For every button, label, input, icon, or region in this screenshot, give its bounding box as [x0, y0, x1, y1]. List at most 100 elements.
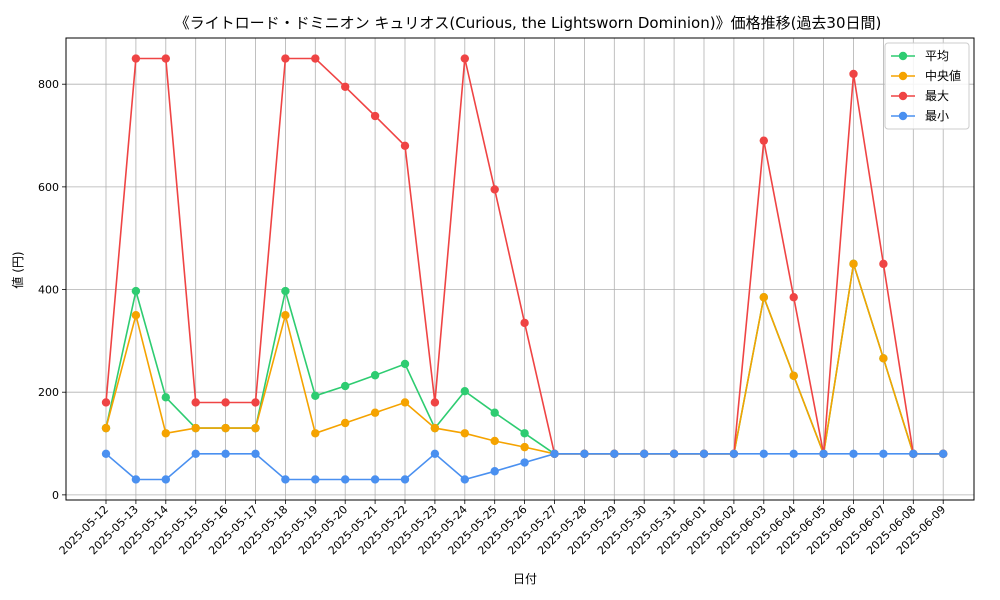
data-point — [341, 418, 350, 428]
data-point — [161, 429, 170, 438]
data-point — [400, 141, 410, 150]
legend-marker — [898, 91, 908, 101]
data-point — [341, 381, 350, 391]
data-point — [550, 449, 559, 458]
data-point — [400, 398, 410, 407]
data-point — [879, 449, 888, 458]
data-point — [281, 54, 290, 63]
data-point — [520, 442, 529, 452]
data-point — [281, 475, 290, 484]
data-point — [490, 436, 499, 446]
data-point — [131, 475, 141, 484]
y-axis: 0 200 400 600 800 — [38, 78, 66, 502]
data-point — [131, 54, 141, 63]
data-point — [699, 449, 709, 458]
data-point — [341, 475, 350, 484]
y-tick-label: 800 — [38, 78, 59, 91]
data-point — [311, 54, 320, 63]
series-group — [101, 54, 948, 484]
data-point — [221, 423, 230, 433]
data-point — [729, 449, 739, 458]
data-point — [909, 449, 918, 458]
grid-lines — [66, 38, 974, 500]
data-point — [101, 449, 111, 458]
data-point — [161, 393, 170, 402]
data-point — [789, 449, 798, 458]
data-point — [520, 458, 529, 467]
data-point — [849, 69, 858, 79]
data-point — [430, 423, 440, 433]
data-point — [131, 286, 141, 296]
data-point — [311, 475, 320, 484]
data-point — [879, 354, 888, 363]
data-point — [520, 429, 529, 438]
data-point — [669, 449, 679, 458]
y-tick-label: 400 — [38, 284, 59, 297]
data-point — [490, 185, 499, 194]
data-point — [460, 475, 469, 484]
chart-title: 《ライトロード・ドミニオン キュリオス(Curious, the Lightsw… — [175, 14, 882, 32]
data-point — [640, 449, 649, 458]
x-axis-label: 日付 — [513, 572, 537, 586]
data-point — [789, 293, 798, 302]
data-point — [370, 111, 380, 121]
data-point — [101, 398, 111, 407]
y-tick-label: 600 — [38, 181, 59, 194]
data-point — [460, 429, 469, 438]
data-point — [580, 449, 589, 458]
data-point — [430, 398, 440, 407]
data-point — [520, 318, 529, 328]
data-point — [789, 371, 798, 380]
data-point — [191, 398, 200, 407]
data-point — [370, 475, 380, 484]
legend-label: 最小 — [925, 109, 949, 123]
data-point — [460, 54, 469, 63]
data-point — [161, 54, 170, 63]
series-3 — [101, 449, 948, 484]
data-point — [341, 82, 350, 91]
data-point — [490, 408, 499, 417]
data-point — [251, 423, 260, 433]
data-point — [490, 467, 499, 476]
legend-marker — [898, 51, 908, 61]
plot-frame — [65, 37, 975, 501]
data-point — [251, 398, 260, 407]
legend-label: 中央値 — [925, 68, 961, 83]
legend-marker — [898, 111, 908, 121]
y-axis-label: 値 (円) — [10, 251, 25, 288]
legend-box — [884, 42, 970, 130]
data-point — [370, 371, 380, 380]
data-point — [191, 449, 200, 458]
data-point — [191, 423, 200, 433]
data-point — [370, 408, 380, 417]
data-point — [161, 475, 170, 484]
data-point — [460, 386, 469, 396]
data-point — [281, 311, 290, 320]
legend-label: 最大 — [925, 89, 949, 103]
data-point — [430, 449, 440, 458]
data-point — [610, 449, 619, 458]
data-point — [400, 475, 410, 484]
data-point — [759, 449, 768, 458]
y-tick-label: 200 — [38, 386, 59, 399]
data-point — [101, 423, 111, 433]
data-point — [849, 449, 858, 458]
data-point — [311, 429, 320, 438]
data-point — [759, 136, 768, 145]
y-tick-label: 0 — [52, 489, 59, 502]
legend-marker — [898, 71, 908, 81]
data-point — [221, 398, 230, 407]
data-point — [759, 293, 768, 302]
data-point — [879, 259, 888, 269]
data-point — [939, 449, 948, 458]
data-point — [819, 449, 828, 458]
data-point — [221, 449, 230, 458]
data-point — [251, 449, 260, 458]
data-point — [311, 391, 320, 400]
data-point — [131, 311, 141, 320]
legend-label: 平均 — [925, 49, 949, 63]
data-point — [400, 359, 410, 369]
data-point — [849, 259, 858, 269]
